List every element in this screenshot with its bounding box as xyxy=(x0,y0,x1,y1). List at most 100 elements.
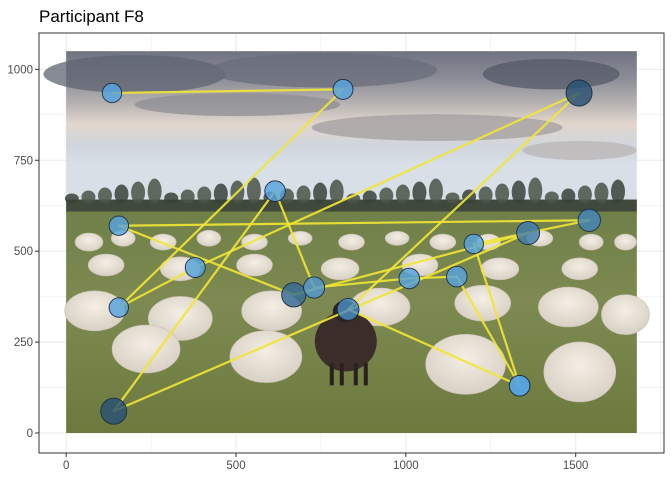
scanpath-segment xyxy=(347,308,521,387)
scanpath-segment xyxy=(112,231,530,413)
tree xyxy=(313,182,328,204)
sheep xyxy=(454,284,512,322)
tree xyxy=(577,185,592,204)
tree xyxy=(64,193,79,204)
tree xyxy=(81,190,96,204)
panel-border xyxy=(38,32,665,454)
tree xyxy=(180,189,195,204)
cloud xyxy=(134,93,341,117)
sheep xyxy=(196,229,222,247)
fixation-point xyxy=(332,78,354,100)
sheep xyxy=(87,253,125,277)
y-tick-label: 750 xyxy=(14,155,33,167)
scanpath-segment xyxy=(472,242,521,387)
cloud xyxy=(208,53,438,88)
black-sheep-leg xyxy=(353,363,358,386)
tree xyxy=(131,181,146,204)
sheep xyxy=(480,257,520,281)
y-tick-label: 500 xyxy=(14,246,33,258)
tree xyxy=(164,192,179,204)
axes: 0 500 1000 1500 0 250 500 750 1000 xyxy=(7,64,588,472)
cloud xyxy=(482,58,620,90)
tree xyxy=(428,178,443,204)
tree xyxy=(379,187,394,204)
cloud xyxy=(311,114,563,141)
fixation-point xyxy=(264,180,286,202)
sheep xyxy=(543,341,617,403)
scanpath-segment xyxy=(110,88,345,95)
tree xyxy=(544,191,559,204)
sheep xyxy=(229,330,303,383)
fixation-point xyxy=(577,208,601,232)
sheep xyxy=(538,286,599,328)
sheep xyxy=(578,233,604,251)
fixation-point xyxy=(565,79,593,107)
tree xyxy=(114,184,129,204)
sheep xyxy=(429,233,457,251)
scanpath-segment xyxy=(292,231,530,296)
fixation-point xyxy=(398,267,420,290)
tree xyxy=(395,184,410,204)
sheep xyxy=(425,333,506,395)
tree xyxy=(97,187,112,204)
tree xyxy=(528,177,543,204)
x-tick-label: 500 xyxy=(226,460,245,472)
scanpath-segment xyxy=(273,190,316,289)
sheep xyxy=(287,230,313,246)
fixation-point xyxy=(508,374,531,397)
x-tick-label: 1000 xyxy=(393,460,419,472)
scanpath-segment xyxy=(117,266,197,309)
tree xyxy=(329,179,344,204)
fixation-point xyxy=(108,215,129,236)
scanpath-segment xyxy=(117,88,345,309)
tree xyxy=(610,179,625,204)
scanpath-segment xyxy=(313,277,411,289)
tree xyxy=(246,177,261,204)
y-tick-label: 250 xyxy=(14,337,33,349)
sheep xyxy=(384,230,410,246)
tree xyxy=(197,186,212,204)
black-sheep-leg xyxy=(329,363,334,386)
tree xyxy=(511,180,526,204)
tree xyxy=(495,183,510,204)
sheep xyxy=(338,233,365,251)
scanpath-segment xyxy=(194,91,581,269)
tree xyxy=(412,181,427,204)
tree xyxy=(445,192,460,204)
fixation-point xyxy=(184,257,206,278)
scanpath-segment xyxy=(117,219,591,227)
fixation-point xyxy=(108,297,129,318)
black-sheep xyxy=(314,311,377,372)
x-tick-label: 0 xyxy=(63,460,69,472)
y-tick-label: 1000 xyxy=(7,64,33,76)
fixation-points xyxy=(100,78,601,425)
fixation-point xyxy=(463,233,484,255)
scanpath-segment xyxy=(117,224,295,296)
tree xyxy=(346,193,361,204)
sheep-flock-photo xyxy=(43,51,650,433)
scanpath-lines xyxy=(110,88,591,413)
sheep xyxy=(74,232,104,252)
chart-title: Participant F8 xyxy=(39,7,144,26)
sheep xyxy=(561,257,599,281)
sheep xyxy=(236,253,273,277)
sheep xyxy=(111,324,181,374)
cloud xyxy=(522,140,637,160)
fixation-point xyxy=(303,276,326,299)
scanpath-segment xyxy=(112,190,277,413)
tree xyxy=(478,186,493,204)
x-tick-label: 1500 xyxy=(563,460,589,472)
fixation-point xyxy=(446,265,468,288)
tree xyxy=(362,190,377,204)
tree xyxy=(213,183,228,204)
sheep xyxy=(320,257,360,281)
fixation-point xyxy=(100,397,128,425)
fixation-point xyxy=(516,221,541,245)
scanpath-segment xyxy=(347,91,581,311)
black-sheep-leg xyxy=(339,363,344,386)
tree xyxy=(561,188,576,204)
scanpath-segment xyxy=(455,275,521,387)
fixation-point xyxy=(101,82,123,104)
fixation-point xyxy=(281,282,307,308)
